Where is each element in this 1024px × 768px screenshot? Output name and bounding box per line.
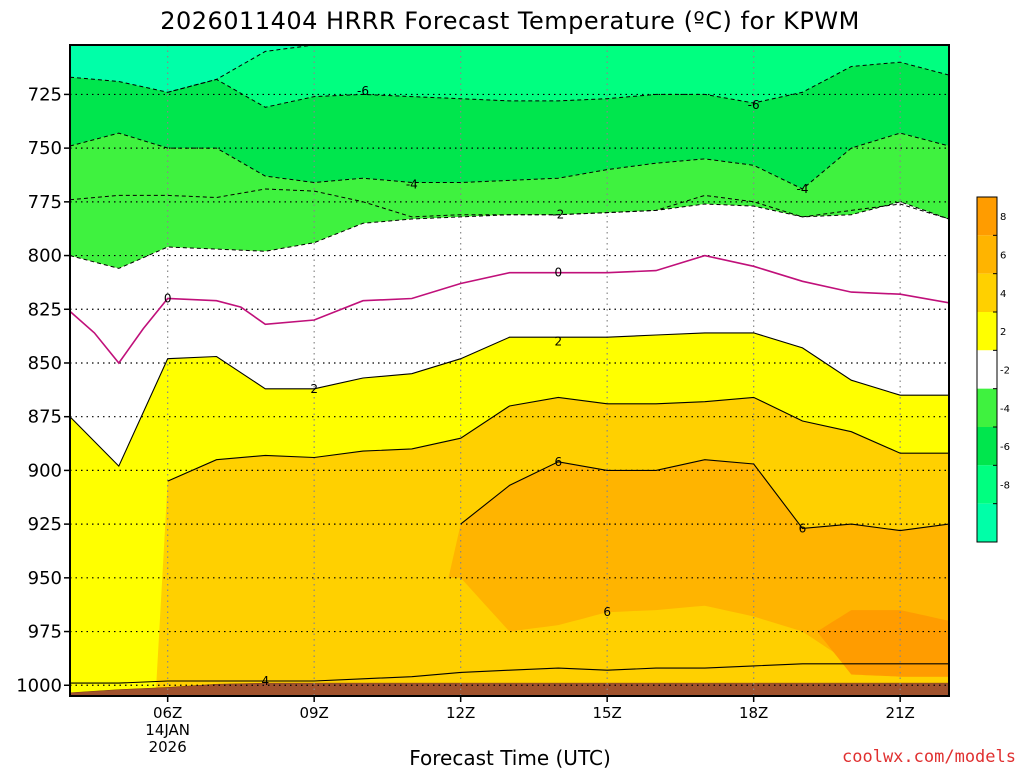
colorbar-bin--10 <box>977 503 997 542</box>
y-tick-label-775: 775 <box>28 192 62 213</box>
band-minus6-to-minus4 <box>70 62 949 190</box>
colorbar-bin--4 <box>977 388 997 427</box>
band-6-to-8 <box>70 459 949 677</box>
band-minus8-to-minus6 <box>70 45 949 108</box>
colorbar-label-4: 4 <box>1000 289 1006 300</box>
contour-label-0-0: 0 <box>164 292 172 306</box>
colorbar-bin-4 <box>977 273 997 312</box>
contour-label--4-1: -4 <box>797 182 809 196</box>
ground-fill <box>70 682 949 696</box>
band-2-to-4 <box>70 332 949 696</box>
x-tick-label-9-0: 09Z <box>299 704 328 722</box>
chart-title: 2026011404 HRRR Forecast Temperature (ºC… <box>160 7 860 35</box>
y-tick-label-900: 900 <box>28 460 62 481</box>
y-tick-label-850: 850 <box>28 353 62 374</box>
contour-line-2-6 <box>70 332 949 468</box>
x-tick-label-15-0: 15Z <box>592 704 621 722</box>
contour-line-0-5 <box>70 254 949 365</box>
contour-label--6-0: -6 <box>357 84 369 98</box>
colorbar-label--4: -4 <box>1000 404 1010 415</box>
x-axis-label: Forecast Time (UTC) <box>409 746 611 768</box>
contour-line--4-2 <box>70 132 949 190</box>
y-tick-label-725: 725 <box>28 84 62 105</box>
y-tick-label-825: 825 <box>28 299 62 320</box>
colorbar-bin--8 <box>977 465 997 504</box>
colorbar-label--8: -8 <box>1000 481 1010 492</box>
contour-label-2-1: 2 <box>555 334 563 348</box>
colorbar-label-6: 6 <box>1000 251 1006 262</box>
contour-label-4-0: 4 <box>262 674 270 688</box>
y-tick-label-975: 975 <box>28 622 62 643</box>
band-minus10-to-minus8 <box>70 45 949 93</box>
credit-text: coolwx.com/models <box>842 747 1016 767</box>
ground-shading <box>70 682 949 696</box>
plot-frame <box>69 44 950 697</box>
x-tick-label-6-2: 2026 <box>149 738 187 756</box>
colorbar-bin--6 <box>977 427 997 466</box>
x-tick-label-6-1: 14JAN <box>145 721 190 739</box>
colorbar-label-2: 2 <box>1000 327 1006 338</box>
colorbar-label-8: 8 <box>1000 212 1006 223</box>
colorbar: 8 6 4 2 -2 -4 -6 -8 <box>976 196 1010 543</box>
colorbar-frame <box>976 196 998 543</box>
x-tick-label-6-0: 06Z <box>153 704 182 722</box>
colorbar-label--2: -2 <box>1000 366 1010 377</box>
y-tick-label-1000: 1000 <box>16 675 62 696</box>
contour-line-4-7 <box>70 663 949 684</box>
colorbar-bin-6 <box>977 235 997 274</box>
y-tick-label-750: 750 <box>28 138 62 159</box>
contour-label--4-0: -4 <box>406 178 418 192</box>
contour-label-6-0: 6 <box>555 455 563 469</box>
y-tick-label-950: 950 <box>28 568 62 589</box>
band-8-to-10 <box>817 610 949 677</box>
x-tick-label-21-0: 21Z <box>885 704 914 722</box>
y-tick-label-925: 925 <box>28 514 62 535</box>
band-minus4-to-minus2 <box>70 133 949 219</box>
contour-line--6-1 <box>167 61 949 108</box>
contour-label-6-1: 6 <box>799 521 807 535</box>
y-tick-label-875: 875 <box>28 407 62 428</box>
y-tick-label-800: 800 <box>28 246 62 267</box>
contour-label--6-1: -6 <box>748 98 760 112</box>
contour-line-6-9 <box>460 459 949 532</box>
contour-label-6-2: 6 <box>603 605 611 619</box>
colorbar-bin-8 <box>977 197 997 236</box>
colorbar-bin-2 <box>977 312 997 351</box>
contour-label-0-1: 0 <box>555 266 563 280</box>
colorbar-bin--2 <box>977 350 997 389</box>
grid-lines <box>70 45 949 696</box>
colorbar-label--6: -6 <box>1000 442 1010 453</box>
x-tick-label-18-0: 18Z <box>739 704 768 722</box>
contour-line-4-8 <box>167 396 949 482</box>
band-minus4-to-minus2-lower <box>70 189 949 269</box>
x-tick-label-12-0: 12Z <box>446 704 475 722</box>
y-axis-ticks: 725 750 775 800 825 850 875 900 925 950 975 1000 <box>16 84 70 696</box>
temperature-bands <box>70 45 949 696</box>
contour-label-2-0: 2 <box>310 382 318 396</box>
band-minus2-to-2 <box>70 201 949 467</box>
contour-line--2-4 <box>70 201 949 269</box>
